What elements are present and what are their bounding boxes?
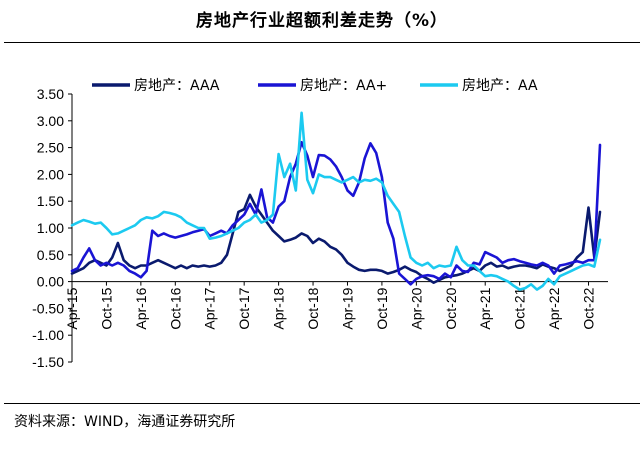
footer-rule	[4, 403, 640, 404]
x-tick-label: Apr-22	[546, 287, 562, 329]
plot-area	[70, 111, 602, 291]
y-tick-label: 2.00	[37, 166, 64, 182]
legend: 房地产：AAA 房地产：AA+ 房地产：AA	[92, 78, 538, 94]
x-tick-label: Apr-17	[202, 287, 218, 329]
x-tick-label: Oct-19	[374, 287, 390, 329]
chart-canvas: 房地产：AAA 房地产：AA+ 房地产：AA 3.50 3.00 2.50 2.00 1.5…	[32, 78, 608, 370]
y-tick-label: -0.50	[32, 300, 64, 316]
y-tick-label: 2.50	[37, 140, 64, 156]
x-tick-label: Apr-18	[271, 287, 287, 329]
series-line-0	[70, 193, 602, 284]
y-tick-label: 3.50	[37, 86, 64, 102]
legend-label-1: 房地产：AA+	[300, 78, 387, 94]
x-axis: Apr-15 Oct-15 Apr-16 Oct-16 Apr-17 Oct-17 Apr-…	[64, 281, 608, 330]
x-tick-label: Oct-21	[512, 287, 528, 329]
x-tick-label: Oct-17	[236, 287, 252, 329]
x-tick-label: Oct-18	[305, 287, 321, 329]
x-tick-label: Oct-16	[167, 287, 183, 329]
x-tick-label: Oct-20	[443, 287, 459, 329]
y-tick-label: -1.50	[32, 354, 64, 370]
x-tick-label: Oct-22	[581, 287, 597, 329]
series-line-1	[70, 140, 602, 286]
x-tick-label: Apr-19	[339, 287, 355, 329]
series-line-2	[70, 111, 602, 291]
legend-label-2: 房地产：AA	[462, 78, 538, 94]
legend-label-0: 房地产：AAA	[134, 78, 220, 94]
y-tick-label: 1.00	[37, 220, 64, 236]
y-axis: 3.50 3.00 2.50 2.00 1.50 1.00 0.50 0.00 -0.50 -1.…	[32, 86, 73, 370]
title-rule	[4, 42, 640, 43]
y-tick-label: 0.50	[37, 247, 64, 263]
x-tick-label: Apr-16	[133, 287, 149, 329]
x-tick-label: Apr-20	[408, 287, 424, 329]
x-tick-label: Oct-15	[98, 287, 114, 329]
source-note: 资料来源：WIND，海通证券研究所	[14, 414, 236, 430]
y-tick-label: 0.00	[37, 274, 64, 290]
chart-title: 房地产行业超额利差走势（%）	[195, 11, 449, 31]
x-tick-label: Apr-15	[64, 287, 80, 329]
x-tick-label: Apr-21	[477, 287, 493, 329]
y-tick-label: 3.00	[37, 113, 64, 129]
y-tick-label: 1.50	[37, 193, 64, 209]
y-tick-label: -1.00	[32, 327, 64, 343]
